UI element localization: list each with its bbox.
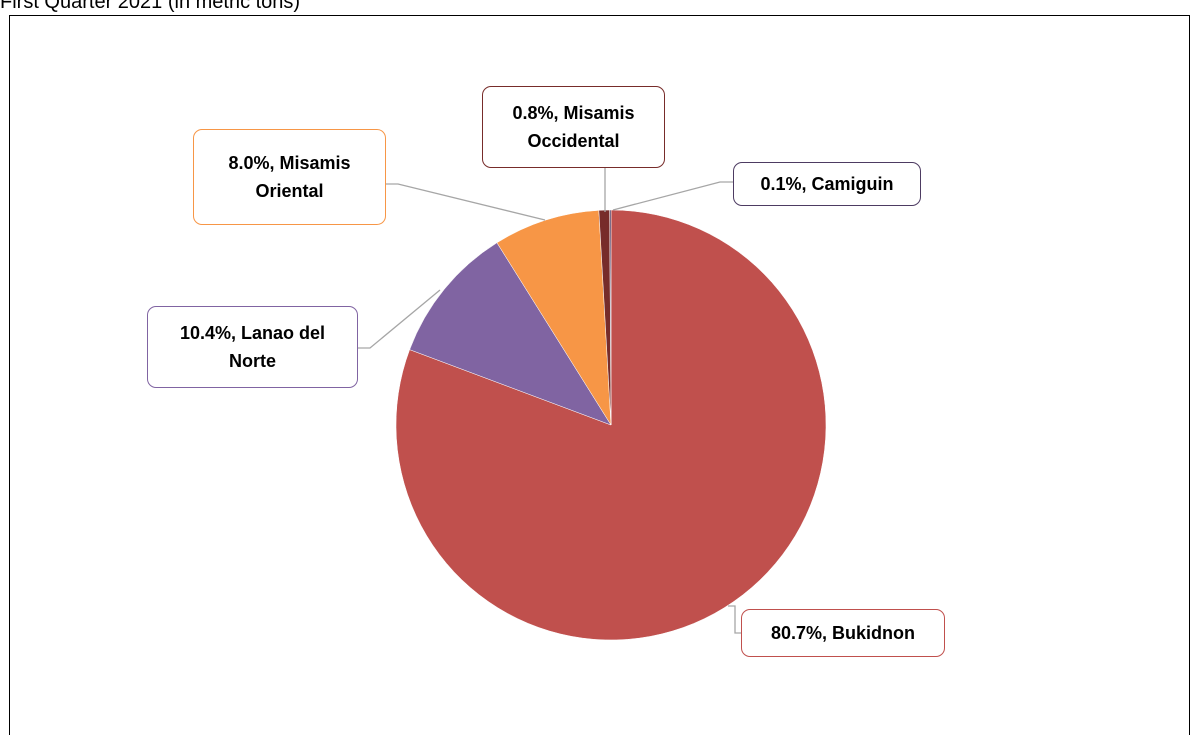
leader-line: [358, 289, 441, 349]
chart-title: First Quarter 2021 (in metric tons): [0, 0, 301, 13]
data-label: 10.4%, Lanao del Norte: [147, 306, 358, 388]
pie-slice: [609, 209, 612, 426]
chart-frame: [9, 15, 1190, 735]
data-label: 8.0%, Misamis Oriental: [193, 129, 386, 225]
data-label: 80.7%, Bukidnon: [741, 609, 945, 657]
leader-line: [728, 605, 741, 634]
data-label: 0.8%, Misamis Occidental: [482, 86, 665, 168]
leader-line: [386, 183, 546, 221]
leader-line: [612, 181, 733, 211]
data-label: 0.1%, Camiguin: [733, 162, 921, 206]
pie-slice: [496, 210, 612, 426]
pie-slice: [409, 242, 612, 426]
